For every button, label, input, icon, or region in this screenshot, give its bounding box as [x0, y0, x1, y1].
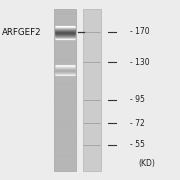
Bar — [83, 9, 101, 171]
Text: - 130: - 130 — [130, 58, 149, 67]
Text: (KD): (KD) — [138, 159, 155, 168]
Text: - 95: - 95 — [130, 95, 145, 104]
Text: - 55: - 55 — [130, 140, 145, 149]
Text: ARFGEF2: ARFGEF2 — [2, 28, 41, 37]
Bar — [54, 9, 76, 171]
Text: - 72: - 72 — [130, 119, 144, 128]
Text: - 170: - 170 — [130, 27, 149, 36]
